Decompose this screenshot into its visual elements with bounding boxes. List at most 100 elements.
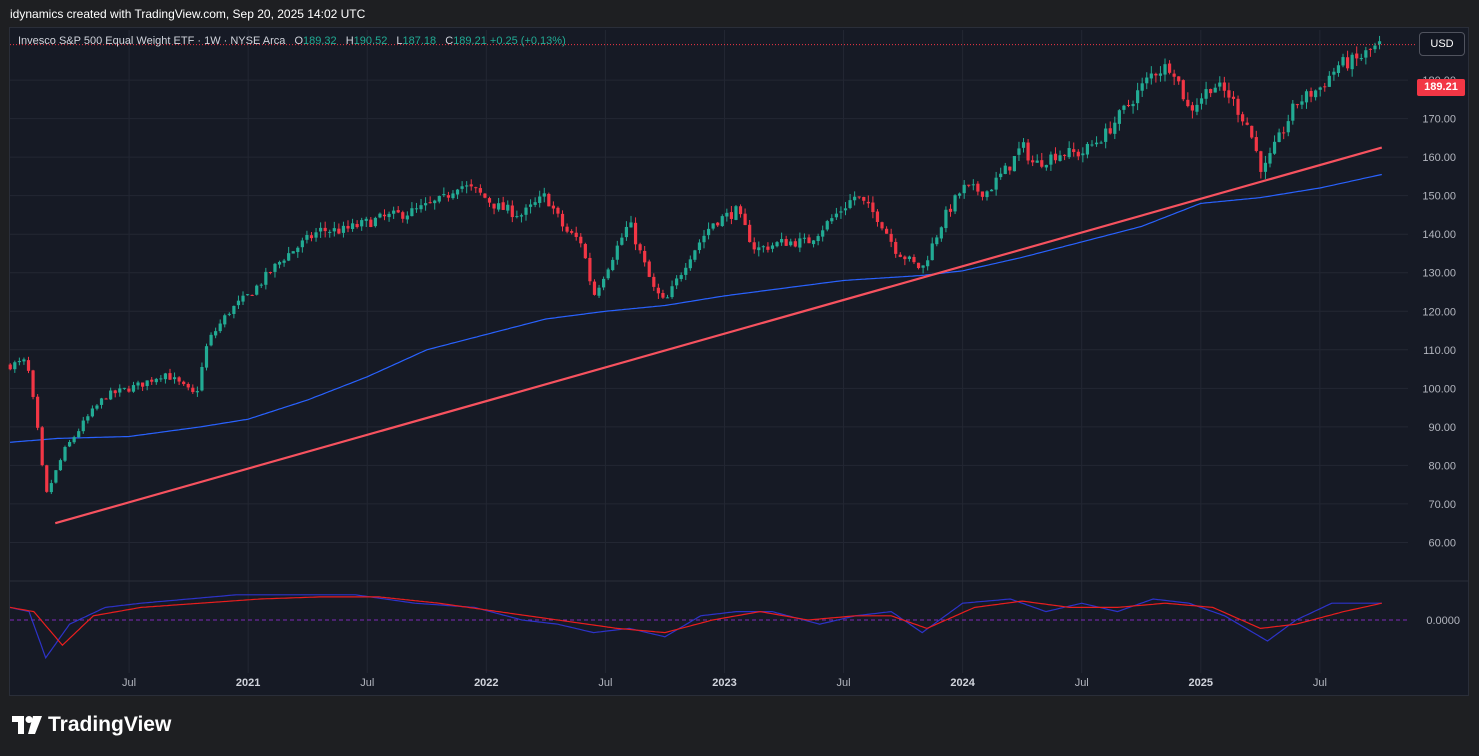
candle-body [1035, 160, 1039, 163]
candle-body [999, 173, 1003, 178]
candle-body [898, 254, 902, 257]
candle-body [1085, 143, 1090, 155]
candle-body [63, 447, 67, 461]
candle-body [1323, 86, 1327, 88]
currency-button[interactable]: USD [1419, 32, 1465, 56]
candle-body [227, 313, 231, 315]
candle-body [1145, 77, 1149, 84]
candle-body [163, 373, 168, 380]
candle-body [1268, 153, 1272, 164]
candle-body [1044, 164, 1048, 168]
candle-body [761, 246, 765, 248]
candle-body [1172, 73, 1176, 77]
candle-body [17, 360, 21, 363]
candle-body [921, 265, 925, 268]
candle-body [460, 186, 464, 189]
candle-body [1300, 101, 1304, 105]
trendline [54, 146, 1383, 525]
candle-body [611, 259, 615, 271]
tradingview-logo[interactable]: TradingView [12, 713, 171, 737]
candle-body [1295, 104, 1299, 106]
candle-body [1177, 76, 1181, 82]
close-value: 189.21 [453, 35, 487, 47]
candle-body [743, 213, 747, 226]
candle-body [556, 207, 560, 214]
candles [8, 35, 1382, 495]
candle-body [446, 195, 451, 198]
candle-body [597, 287, 601, 296]
change-value: +0.25 (+0.13%) [489, 35, 566, 47]
candle-body [1140, 83, 1144, 91]
low-label: L [396, 35, 403, 47]
candle-body [1204, 89, 1208, 99]
candle-body [889, 233, 893, 242]
candle-body [405, 215, 409, 220]
candle-body [67, 442, 72, 447]
candle-body [277, 261, 282, 265]
candle-body [907, 256, 912, 260]
candle-body [711, 223, 715, 229]
candle-body [656, 287, 660, 294]
candle-body [875, 211, 880, 222]
candle-body [72, 437, 76, 443]
candle-body [871, 202, 875, 213]
candle-body [1263, 162, 1268, 172]
candle-body [1126, 105, 1131, 107]
candle-body [259, 284, 263, 286]
candle-body [1227, 90, 1231, 98]
candle-body [90, 408, 94, 417]
candle-body [1190, 105, 1194, 111]
candle-body [323, 227, 327, 232]
candle-body [912, 256, 916, 263]
candle-body [1314, 90, 1318, 98]
candle-body [314, 232, 318, 238]
candle-body [1108, 128, 1112, 134]
candle-body [967, 184, 971, 186]
candle-body [1259, 151, 1263, 172]
candle-body [615, 245, 619, 260]
chart-panel[interactable] [9, 27, 1469, 696]
candle-body [948, 208, 953, 212]
candle-body [1117, 110, 1121, 124]
candle-body [583, 244, 587, 259]
grid [10, 30, 1408, 673]
candle-body [22, 359, 26, 362]
x-axis-tick-label: 2022 [474, 677, 498, 689]
candle-body [770, 245, 775, 249]
candle-body [821, 230, 825, 237]
candle-body [437, 196, 441, 202]
candle-body [524, 207, 528, 215]
candle-body [551, 205, 555, 209]
candle-body [643, 250, 647, 263]
candle-body [1008, 166, 1012, 171]
candle-body [232, 305, 236, 314]
candle-body [264, 271, 268, 285]
candle-body [373, 217, 377, 227]
candle-body [652, 276, 656, 287]
candle-body [433, 200, 437, 204]
candle-body [200, 367, 204, 391]
low-value: 187.18 [402, 35, 437, 47]
candle-body [620, 237, 624, 245]
x-axis-tick-label: 2025 [1189, 677, 1213, 689]
candle-body [633, 222, 638, 245]
x-axis-tick-label: Jul [122, 677, 136, 689]
candle-body [989, 189, 994, 192]
y-axis-tick-label: 60.00 [1428, 537, 1456, 549]
candle-body [592, 281, 597, 295]
candle-body [706, 228, 711, 236]
candle-body [1049, 154, 1053, 165]
close-label: C [445, 35, 454, 47]
candle-body [319, 227, 323, 232]
candle-body [364, 218, 368, 221]
candle-body [1122, 105, 1126, 110]
candle-body [26, 360, 31, 371]
chart-attribution: idynamics created with TradingView.com, … [10, 7, 366, 21]
candle-body [337, 228, 341, 234]
candle-body [958, 193, 962, 196]
candle-body [1332, 71, 1336, 75]
candle-body [1021, 142, 1026, 148]
candle-body [1158, 73, 1163, 76]
candle-body [757, 247, 761, 251]
